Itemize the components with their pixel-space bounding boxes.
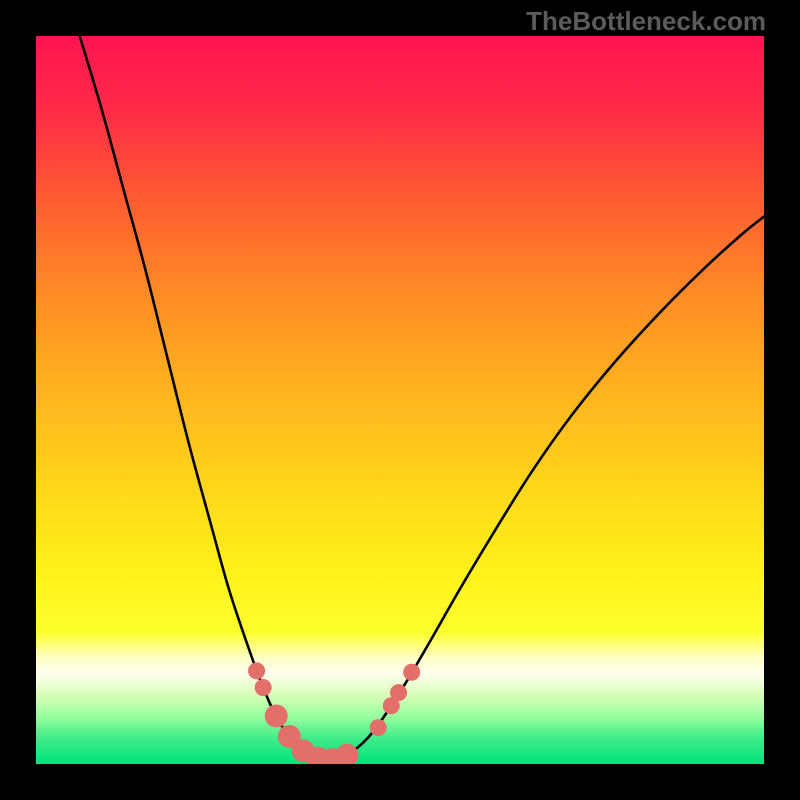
curve-marker bbox=[370, 720, 386, 736]
watermark-text: TheBottleneck.com bbox=[526, 6, 766, 37]
curve-marker bbox=[255, 680, 271, 696]
curve-marker bbox=[249, 663, 265, 679]
chart-frame: TheBottleneck.com bbox=[0, 0, 800, 800]
curve-marker bbox=[336, 744, 358, 764]
curve-marker bbox=[404, 664, 420, 680]
bottleneck-curve bbox=[80, 36, 764, 760]
curve-marker bbox=[391, 685, 407, 701]
plot-area bbox=[36, 36, 764, 764]
curve-layer bbox=[36, 36, 764, 764]
curve-marker bbox=[265, 705, 287, 727]
